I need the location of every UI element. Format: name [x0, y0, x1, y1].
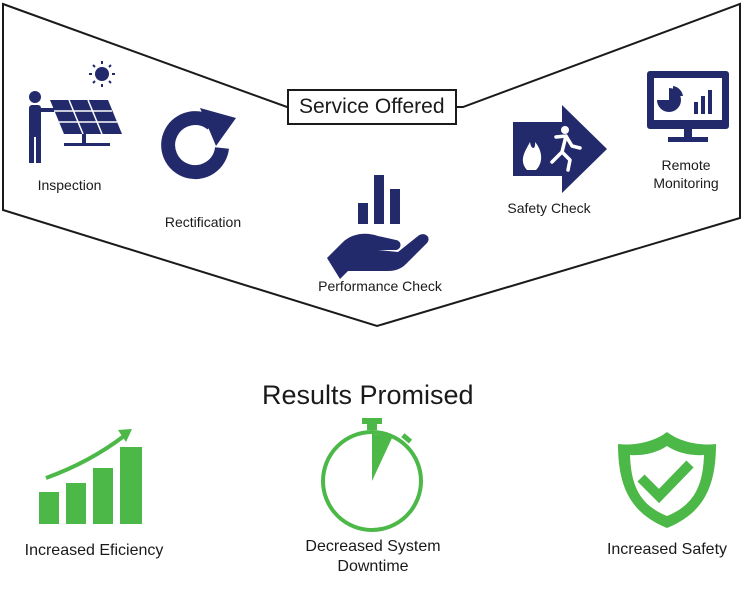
monitor-dashboard-icon	[647, 71, 729, 142]
decreased-downtime-label: Decreased System Downtime	[305, 538, 441, 575]
refresh-arrow-icon	[161, 108, 236, 180]
service-offered-title: Service Offered	[287, 89, 457, 125]
solar-panel-inspector-icon	[29, 61, 122, 163]
increased-efficiency-label: Increased Eficiency	[24, 542, 164, 559]
inspection-label: Inspection	[37, 177, 102, 193]
growth-bar-chart-icon	[39, 429, 142, 524]
shield-check-icon	[618, 432, 716, 528]
performance-check-label: Performance Check	[318, 278, 442, 294]
remote-monitoring-label: Remote Monitoring	[653, 157, 719, 191]
results-promised-title: Results Promised	[262, 380, 474, 410]
stopwatch-icon	[321, 418, 423, 532]
safety-check-label: Safety Check	[507, 200, 591, 216]
rectification-label: Rectification	[164, 214, 242, 230]
hand-bar-chart-icon	[327, 175, 429, 279]
increased-safety-label: Increased Safety	[606, 541, 728, 558]
fire-exit-arrow-icon	[513, 105, 607, 193]
